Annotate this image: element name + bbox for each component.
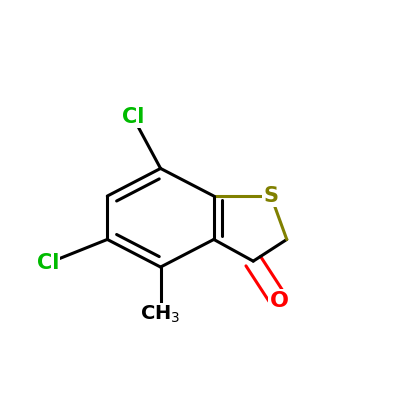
Text: CH$_3$: CH$_3$ — [140, 304, 181, 325]
Text: S: S — [264, 186, 278, 206]
Text: Cl: Cl — [37, 253, 59, 273]
Text: O: O — [269, 290, 288, 310]
Text: Cl: Cl — [122, 107, 144, 127]
